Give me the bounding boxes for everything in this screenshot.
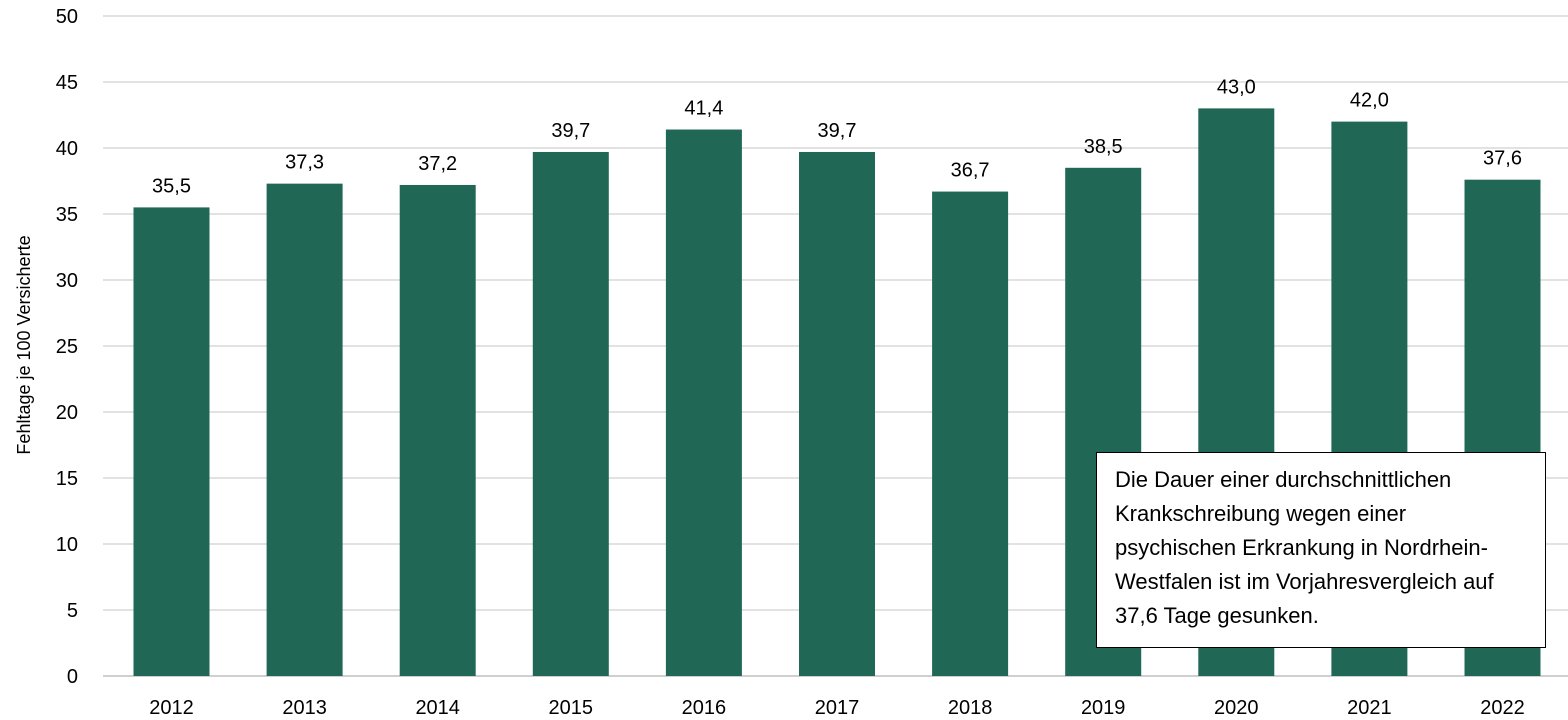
bar-2015 [532,151,609,676]
x-tick-label: 2021 [1347,697,1392,719]
data-label: 42,0 [1350,90,1389,112]
bar-2017 [799,151,875,676]
bar-2016 [665,129,742,676]
y-axis-title: Fehltage je 100 Versicherte [14,235,34,454]
y-tick-label: 45 [56,72,78,94]
y-tick-label: 50 [56,6,78,28]
bar-2018 [932,191,1009,676]
x-tick-label: 2019 [1081,697,1126,719]
data-label: 39,7 [818,120,857,142]
y-tick-label: 0 [67,666,78,688]
y-tick-label: 25 [56,336,78,358]
y-axis-ticks: 0 5 10 15 20 25 30 35 40 45 50 [56,6,78,688]
bar-2013 [266,183,343,676]
x-axis-ticks: 2012 2013 2014 2015 2016 2017 2018 2019 2020 2021… [149,697,1525,719]
y-tick-label: 15 [56,468,78,490]
x-tick-label: 2014 [415,697,460,719]
x-tick-label: 2022 [1480,697,1525,719]
data-labels: 35,5 37,3 37,2 39,7 41,4 39,7 36,7 38,5 43,0 42,0… [152,76,1522,197]
data-label: 38,5 [1084,136,1123,158]
annotation-box: Die Dauer einer durchschnittlichen Krank… [1096,452,1546,648]
bar-2014 [399,184,476,676]
data-label: 41,4 [684,98,723,120]
x-tick-label: 2016 [682,697,727,719]
y-tick-label: 5 [67,600,78,622]
y-tick-label: 40 [56,138,78,160]
data-label: 36,7 [951,160,990,182]
data-label: 37,6 [1483,148,1522,170]
data-label: 35,5 [152,175,191,197]
bar-2012 [133,207,210,676]
x-tick-label: 2015 [549,697,594,719]
y-tick-label: 35 [56,204,78,226]
y-tick-label: 10 [56,534,78,556]
y-tick-label: 20 [56,402,78,424]
x-tick-label: 2012 [149,697,194,719]
x-tick-label: 2017 [815,697,860,719]
x-tick-label: 2018 [948,697,993,719]
y-tick-label: 30 [56,270,78,292]
x-tick-label: 2013 [282,697,327,719]
data-label: 37,3 [285,152,324,174]
annotation-text: Die Dauer einer durchschnittlichen Krank… [1115,467,1494,628]
data-label: 37,2 [418,153,457,175]
x-tick-label: 2020 [1214,697,1259,719]
data-label: 43,0 [1217,76,1256,98]
data-label: 39,7 [551,120,590,142]
